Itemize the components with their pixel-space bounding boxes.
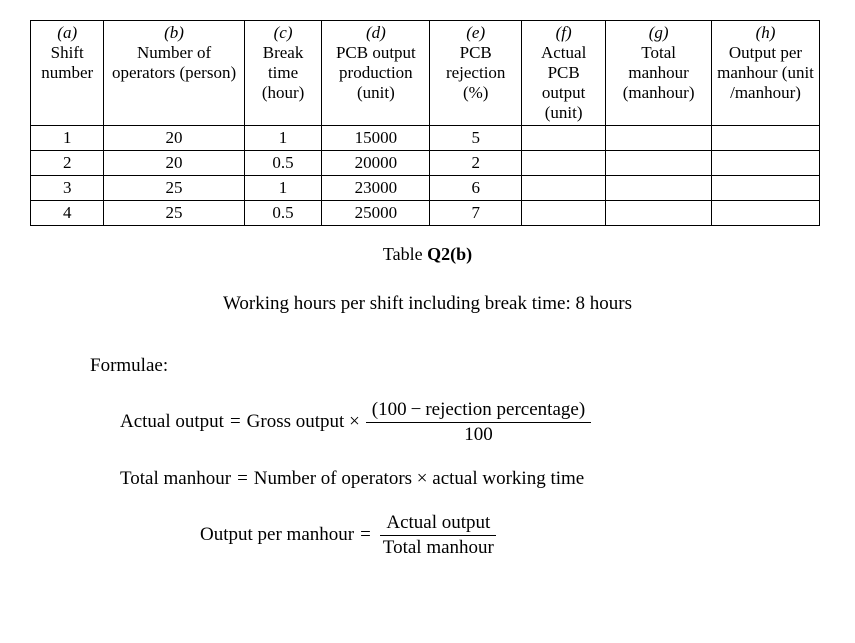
col-header-d: (d)PCB output production (unit) (322, 21, 430, 126)
cell (712, 151, 820, 176)
col-header-a: (a)Shift number (31, 21, 104, 126)
col-label: PCB output production (unit) (326, 43, 425, 103)
table-row: 3 25 1 23000 6 (31, 176, 820, 201)
formula-total-manhour: Total manhour = Number of operators × ac… (120, 468, 825, 490)
cell (522, 126, 606, 151)
col-label: Total manhour (manhour) (610, 43, 707, 103)
col-header-g: (g)Total manhour (manhour) (606, 21, 712, 126)
equals-sign: = (237, 468, 248, 490)
col-header-b: (b)Number of operators (person) (104, 21, 244, 126)
col-letter: (g) (610, 23, 707, 43)
table-caption: Table Q2(b) (30, 244, 825, 265)
cell: 6 (430, 176, 522, 201)
cell (606, 201, 712, 226)
cell: 25000 (322, 201, 430, 226)
col-header-c: (c)Break time (hour) (244, 21, 322, 126)
col-header-f: (f)Actual PCB output (unit) (522, 21, 606, 126)
equals-sign: = (230, 411, 241, 433)
cell (712, 126, 820, 151)
col-label: Shift number (35, 43, 99, 83)
table-body: 1 20 1 15000 5 2 20 0.5 20000 2 3 25 1 2… (31, 126, 820, 226)
cell: 3 (31, 176, 104, 201)
col-label: Actual PCB output (unit) (526, 43, 601, 123)
cell: 1 (244, 176, 322, 201)
formulae-heading: Formulae: (90, 355, 825, 377)
col-letter: (d) (326, 23, 425, 43)
pcb-data-table: (a)Shift number (b)Number of operators (… (30, 20, 820, 226)
col-letter: (e) (434, 23, 517, 43)
table-row: 2 20 0.5 20000 2 (31, 151, 820, 176)
col-letter: (c) (249, 23, 318, 43)
fraction-numerator: Actual output (380, 512, 496, 536)
cell: 0.5 (244, 151, 322, 176)
cell (606, 126, 712, 151)
cell: 4 (31, 201, 104, 226)
num-tail: rejection percentage) (425, 399, 585, 420)
working-hours-note: Working hours per shift including break … (30, 293, 825, 315)
cell: 20 (104, 151, 244, 176)
num-open: (100 (372, 399, 407, 420)
col-label: Output per manhour (unit /manhour) (716, 43, 815, 103)
cell: 23000 (322, 176, 430, 201)
fraction: Actual output Total manhour (377, 512, 500, 559)
col-letter: (b) (108, 23, 239, 43)
col-letter: (f) (526, 23, 601, 43)
cell (712, 176, 820, 201)
table-row: 4 25 0.5 25000 7 (31, 201, 820, 226)
cell: 1 (31, 126, 104, 151)
formula-rhs: Number of operators × actual working tim… (254, 468, 584, 490)
cell: 20 (104, 126, 244, 151)
cell (522, 176, 606, 201)
caption-id: Q2(b) (427, 244, 472, 264)
formula-lhs: Actual output (120, 411, 224, 433)
formula-output-per-manhour: Output per manhour = Actual output Total… (200, 512, 825, 559)
minus-sign: − (407, 399, 426, 420)
cell: 0.5 (244, 201, 322, 226)
fraction-numerator: (100−rejection percentage) (366, 399, 591, 423)
cell: 25 (104, 176, 244, 201)
fraction: (100−rejection percentage) 100 (366, 399, 591, 446)
caption-prefix: Table (383, 244, 427, 264)
cell (606, 176, 712, 201)
cell (712, 201, 820, 226)
formula-lhs: Output per manhour (200, 524, 354, 546)
cell: 25 (104, 201, 244, 226)
cell (522, 151, 606, 176)
col-label: PCB rejection (%) (434, 43, 517, 103)
cell (606, 151, 712, 176)
table-row: 1 20 1 15000 5 (31, 126, 820, 151)
cell: 2 (430, 151, 522, 176)
formula-lhs: Total manhour (120, 468, 231, 490)
formula-rhs-head: Gross output × (247, 411, 360, 433)
table-header-row: (a)Shift number (b)Number of operators (… (31, 21, 820, 126)
fraction-denominator: 100 (458, 423, 499, 446)
col-letter: (h) (716, 23, 815, 43)
col-header-h: (h)Output per manhour (unit /manhour) (712, 21, 820, 126)
col-header-e: (e)PCB rejection (%) (430, 21, 522, 126)
fraction-denominator: Total manhour (377, 536, 500, 559)
cell: 2 (31, 151, 104, 176)
cell: 5 (430, 126, 522, 151)
cell (522, 201, 606, 226)
col-label: Break time (hour) (249, 43, 318, 103)
equals-sign: = (360, 524, 371, 546)
col-letter: (a) (35, 23, 99, 43)
cell: 15000 (322, 126, 430, 151)
cell: 7 (430, 201, 522, 226)
formula-actual-output: Actual output = Gross output × (100−reje… (120, 399, 825, 446)
col-label: Number of operators (person) (108, 43, 239, 83)
cell: 20000 (322, 151, 430, 176)
cell: 1 (244, 126, 322, 151)
